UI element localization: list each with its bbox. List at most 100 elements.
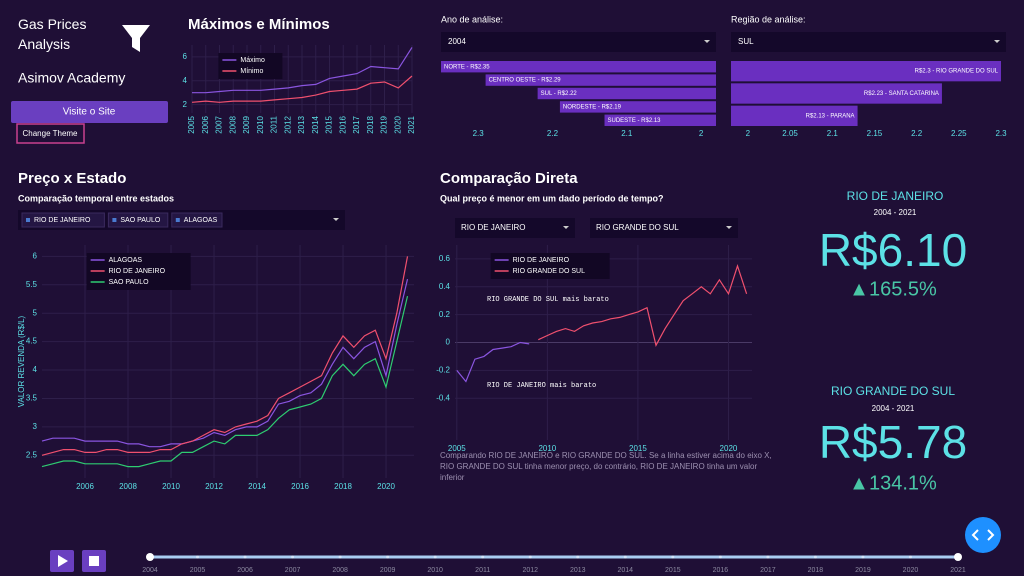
slider-handle[interactable] (954, 553, 962, 561)
state-b-value[interactable]: RIO GRANDE DO SUL (596, 223, 679, 232)
x-tick-label: 2016 (338, 115, 347, 133)
state-a-dropdown[interactable] (455, 218, 575, 238)
chip[interactable] (107, 212, 169, 228)
y-tick-label: 5.5 (26, 280, 38, 289)
bar (731, 61, 1001, 82)
slider-dot (671, 555, 675, 559)
legend-label: Mínimo (240, 68, 263, 75)
x-tick-label: 2018 (366, 115, 375, 133)
y-axis-label: VALOR REVENDA (R$/L) (17, 315, 26, 407)
y-tick-label: -0.4 (436, 393, 450, 402)
x-tick-label: 2.2 (911, 129, 923, 138)
bar (537, 87, 716, 100)
legend-label: RIO DE JANEIRO (109, 268, 166, 275)
x-tick-label: 2008 (119, 482, 137, 491)
x-tick-label: 2011 (270, 115, 279, 133)
chip-label[interactable]: ALAGOAS (184, 217, 218, 224)
card-change: ▲134.1% (849, 472, 937, 494)
theme-button[interactable] (16, 123, 85, 144)
bar-label: NORDESTE - R$2.19 (563, 104, 622, 110)
x-tick-label: 2.3 (473, 129, 485, 138)
region-value[interactable]: SUL (738, 37, 754, 46)
x-tick-label: 2006 (76, 482, 94, 491)
x-tick-label: 2012 (205, 482, 223, 491)
chart-title: Máximos e Mínimos (188, 16, 330, 33)
card-price: R$5.78 (819, 416, 967, 468)
legend-box (218, 53, 283, 79)
theme-button-label[interactable]: Change Theme (23, 129, 79, 138)
x-tick-label: 2010 (538, 444, 556, 453)
region-dropdown[interactable] (731, 32, 1006, 52)
year-label: Ano de análise: (441, 14, 503, 24)
x-tick-label: 2.1 (621, 129, 633, 138)
y-tick-label: 4 (183, 76, 188, 85)
x-tick-label: 2.3 (995, 129, 1007, 138)
bar-label: SUL - R$2.22 (541, 91, 578, 97)
bar-label: SUDESTE - R$2.13 (608, 118, 662, 124)
chip[interactable] (21, 212, 105, 228)
y-tick-label: 3 (33, 422, 38, 431)
bar-label: R$2.3 - RIO GRANDE DO SUL (915, 69, 999, 75)
year-dropdown[interactable] (441, 32, 716, 52)
site-button[interactable] (11, 101, 168, 123)
x-tick-label: 2012 (283, 115, 292, 133)
bar-label: CENTRO OESTE - R$2.29 (489, 78, 562, 84)
card-state: RIO DE JANEIRO (847, 189, 944, 203)
slider-mark: 2011 (475, 567, 490, 574)
slider-mark: 2019 (855, 567, 871, 574)
state-b-dropdown[interactable] (590, 218, 738, 238)
slider-mark: 2005 (190, 567, 206, 574)
app-subtitle: Asimov Academy (18, 70, 125, 86)
app-title: Gas Prices Analysis (18, 16, 86, 52)
y-tick-label: 2.5 (26, 450, 38, 459)
x-tick-label: 2.1 (827, 129, 839, 138)
slider-dot (338, 555, 342, 559)
state-a-value[interactable]: RIO DE JANEIRO (461, 223, 525, 232)
caret (726, 226, 732, 229)
y-tick-label: 0.6 (439, 254, 451, 263)
slider-mark: 2010 (427, 567, 443, 574)
slider-handle[interactable] (146, 553, 154, 561)
legend-label: ALAGOAS (109, 257, 143, 264)
stop-icon (89, 556, 99, 566)
chip-remove[interactable] (26, 218, 30, 222)
site-button-label[interactable]: Visite o Site (63, 107, 116, 118)
caret (333, 218, 339, 221)
series-line (41, 295, 409, 468)
caret (994, 40, 1000, 43)
y-tick-label: 4.5 (26, 337, 38, 346)
x-tick-label: 2009 (242, 115, 251, 133)
slider-dot (908, 555, 912, 559)
x-tick-label: 2019 (380, 115, 389, 133)
x-tick-label: 2005 (448, 444, 466, 453)
x-tick-label: 2010 (256, 115, 265, 133)
slider-dot (433, 555, 437, 559)
chip[interactable] (171, 212, 223, 228)
series-line (538, 263, 748, 347)
bar-label: NORTE - R$2.35 (444, 64, 490, 70)
annotation: RIO DE JANEIRO mais barato (487, 382, 596, 390)
slider-dot (861, 555, 865, 559)
series-line (41, 256, 409, 456)
slider-dot (718, 555, 722, 559)
year-value[interactable]: 2004 (448, 37, 466, 46)
slider-dot (386, 555, 390, 559)
legend-label: RIO DE JANEIRO (513, 257, 570, 264)
slider-dot (528, 555, 532, 559)
x-tick-label: 2008 (228, 115, 237, 133)
series-line (456, 341, 530, 383)
code-button[interactable] (965, 517, 1001, 553)
x-tick-label: 2014 (311, 115, 320, 133)
x-tick-label: 2020 (377, 482, 395, 491)
chip-label[interactable]: SAO PAULO (120, 217, 160, 224)
bar (485, 74, 716, 86)
chip-remove[interactable] (175, 218, 180, 222)
chip-remove[interactable] (112, 218, 117, 222)
chip-label[interactable]: RIO DE JANEIRO (34, 217, 91, 224)
section-title: Preço x Estado (18, 170, 126, 187)
x-tick-label: 2.25 (951, 129, 967, 138)
bar (559, 101, 716, 113)
slider-mark: 2014 (618, 567, 634, 574)
slider-mark: 2007 (285, 567, 301, 574)
